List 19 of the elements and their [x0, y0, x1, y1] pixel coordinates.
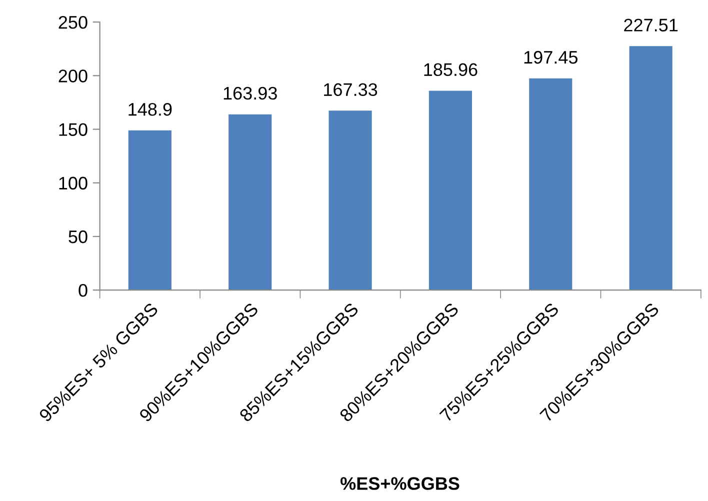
- bar: [428, 90, 472, 290]
- x-axis-title: %ES+%GGBS: [340, 477, 460, 490]
- bar: [228, 114, 272, 290]
- y-tick-label: 200: [58, 70, 88, 82]
- y-tick-label: 150: [59, 123, 88, 136]
- data-label: 148.9: [128, 102, 172, 116]
- data-label: 197.45: [524, 50, 578, 64]
- bar: [128, 130, 172, 290]
- data-label: 227.51: [624, 18, 678, 32]
- y-tick-label: 0: [78, 284, 88, 297]
- y-tick-label: 250: [58, 16, 88, 29]
- bar: [529, 78, 572, 290]
- data-label: 163.93: [224, 86, 277, 100]
- bar: [629, 46, 672, 290]
- bar: [328, 110, 372, 290]
- y-tick-label: 100: [59, 176, 88, 190]
- y-tick-label: 50: [68, 230, 88, 244]
- data-label: 167.33: [324, 83, 378, 96]
- data-label: 185.96: [424, 63, 478, 76]
